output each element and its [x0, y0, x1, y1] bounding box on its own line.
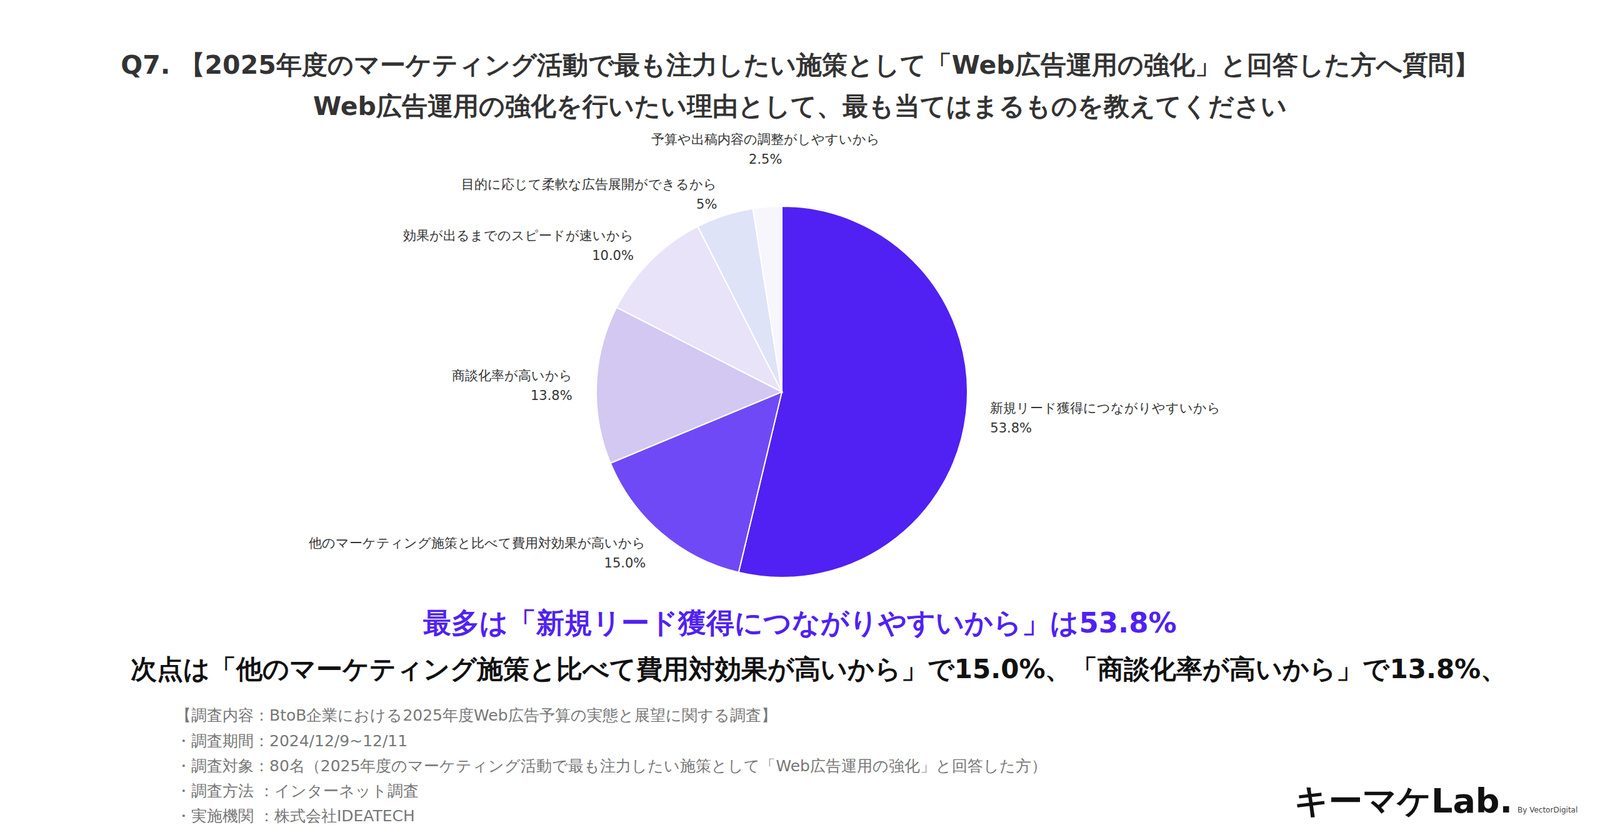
headline: 次点は「他のマーケティング施策と比べて費用対効果が高いから」で15.0%、「商談… [130, 653, 1507, 685]
logo: キーマケLab. [1294, 781, 1513, 821]
category-label: 新規リード獲得につながりやすいから [990, 400, 1221, 416]
category-label: 予算や出稿内容の調整がしやすいから [651, 131, 880, 147]
data-label: 5% [696, 196, 717, 212]
chart: Q7. 【2025年度のマーケティング活動で最も注力したい施策として「Web広告… [0, 0, 1600, 840]
data-label: 2.5% [748, 151, 782, 167]
slice [753, 206, 782, 392]
category-label: 他のマーケティング施策と比べて費用対効果が高いから [308, 535, 646, 551]
logo: By VectorDigital [1517, 805, 1578, 815]
data-label: 15.0% [604, 555, 647, 571]
data-label: 53.8% [990, 420, 1032, 436]
headline: 最多は「新規リード獲得につながりやすいから」は53.8% [423, 606, 1177, 640]
category-label: 目的に応じて柔軟な広告展開ができるから [461, 176, 717, 192]
title: Q7. 【2025年度のマーケティング活動で最も注力したい施策として「Web広告… [120, 50, 1479, 80]
subtitle: Web広告運用の強化を行いたい理由として、最も当てはまるものを教えてください [313, 91, 1287, 122]
footnote: ・調査方法 ：インターネット調査 [175, 781, 419, 800]
data-label: 10.0% [591, 248, 634, 264]
labels: 新規リード獲得につながりやすいから 53.8% 他のマーケティング施策と比べて費用対… [308, 131, 1221, 572]
footnote: ・調査対象：80名（2025年度のマーケティング活動で最も注力したい施策として「… [175, 756, 1047, 775]
data-label: 13.8% [530, 388, 573, 404]
footnote: ・調査期間：2024/12/9~12/11 [175, 731, 408, 750]
footnote: ・実施機関 ：株式会社IDEATECH [175, 806, 415, 825]
category-label: 効果が出るまでのスピードが速いから [403, 228, 634, 244]
footnote: 【調査内容：BtoB企業における2025年度Web広告予算の実態と展望に関する調… [175, 706, 777, 725]
category-label: 商談化率が高いから [451, 368, 573, 384]
pie [596, 206, 968, 578]
